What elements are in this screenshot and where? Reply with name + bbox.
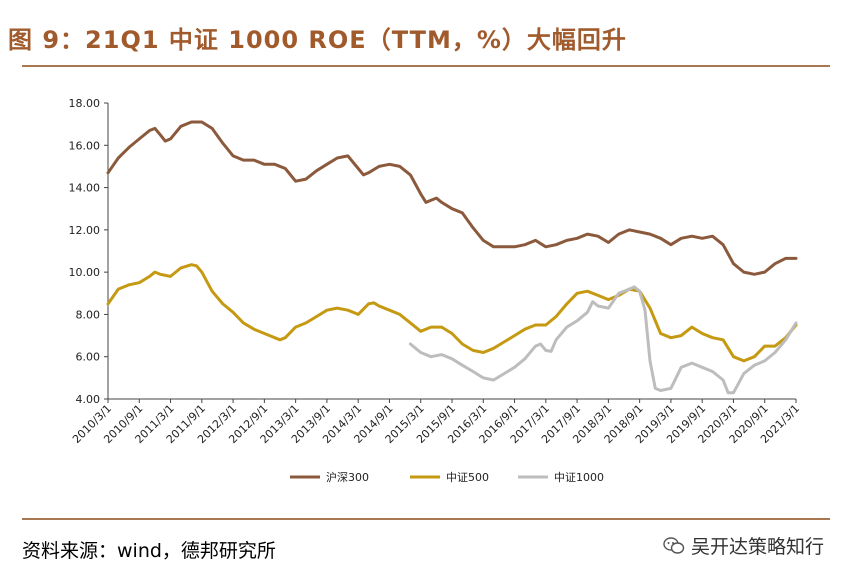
watermark-text: 吴开达策略知行 — [690, 536, 824, 558]
series-line-0 — [106, 120, 798, 276]
series-line-2 — [408, 285, 798, 395]
wechat-icon — [663, 536, 685, 556]
figure-title: 图 9：21Q1 中证 1000 ROE（TTM，%）大幅回升 — [8, 26, 627, 54]
source-divider — [22, 518, 830, 520]
y-tick-label: 4.00 — [76, 393, 101, 406]
series-line-1 — [106, 263, 798, 363]
y-tick-label: 8.00 — [76, 308, 101, 321]
y-tick-label: 6.00 — [76, 351, 101, 364]
watermark: 吴开达策略知行 — [663, 532, 824, 559]
legend-label-2: 中证1000 — [554, 471, 604, 484]
source-note: 资料来源：wind，德邦研究所 — [22, 540, 276, 562]
title-divider — [22, 65, 830, 67]
y-tick-label: 18.00 — [69, 97, 101, 110]
series-layer — [106, 120, 798, 395]
y-tick-label: 14.00 — [69, 182, 101, 195]
legend-label-1: 中证500 — [446, 471, 489, 484]
legend-label-0: 沪深300 — [326, 470, 369, 484]
y-tick-label: 12.00 — [69, 224, 101, 237]
y-tick-label: 10.00 — [69, 266, 101, 279]
roe-line-chart: 18.00 16.00 14.00 12.00 10.00 8.00 6.00 4.00 20… — [69, 97, 803, 484]
legend: 沪深300 中证500 中证1000 — [290, 470, 604, 484]
y-axis: 18.00 16.00 14.00 12.00 10.00 8.00 6.00 4.00 — [69, 97, 109, 406]
x-axis: 2010/3/12010/9/12011/3/12011/9/12012/3/1… — [70, 398, 802, 446]
y-tick-label: 16.00 — [69, 139, 101, 152]
